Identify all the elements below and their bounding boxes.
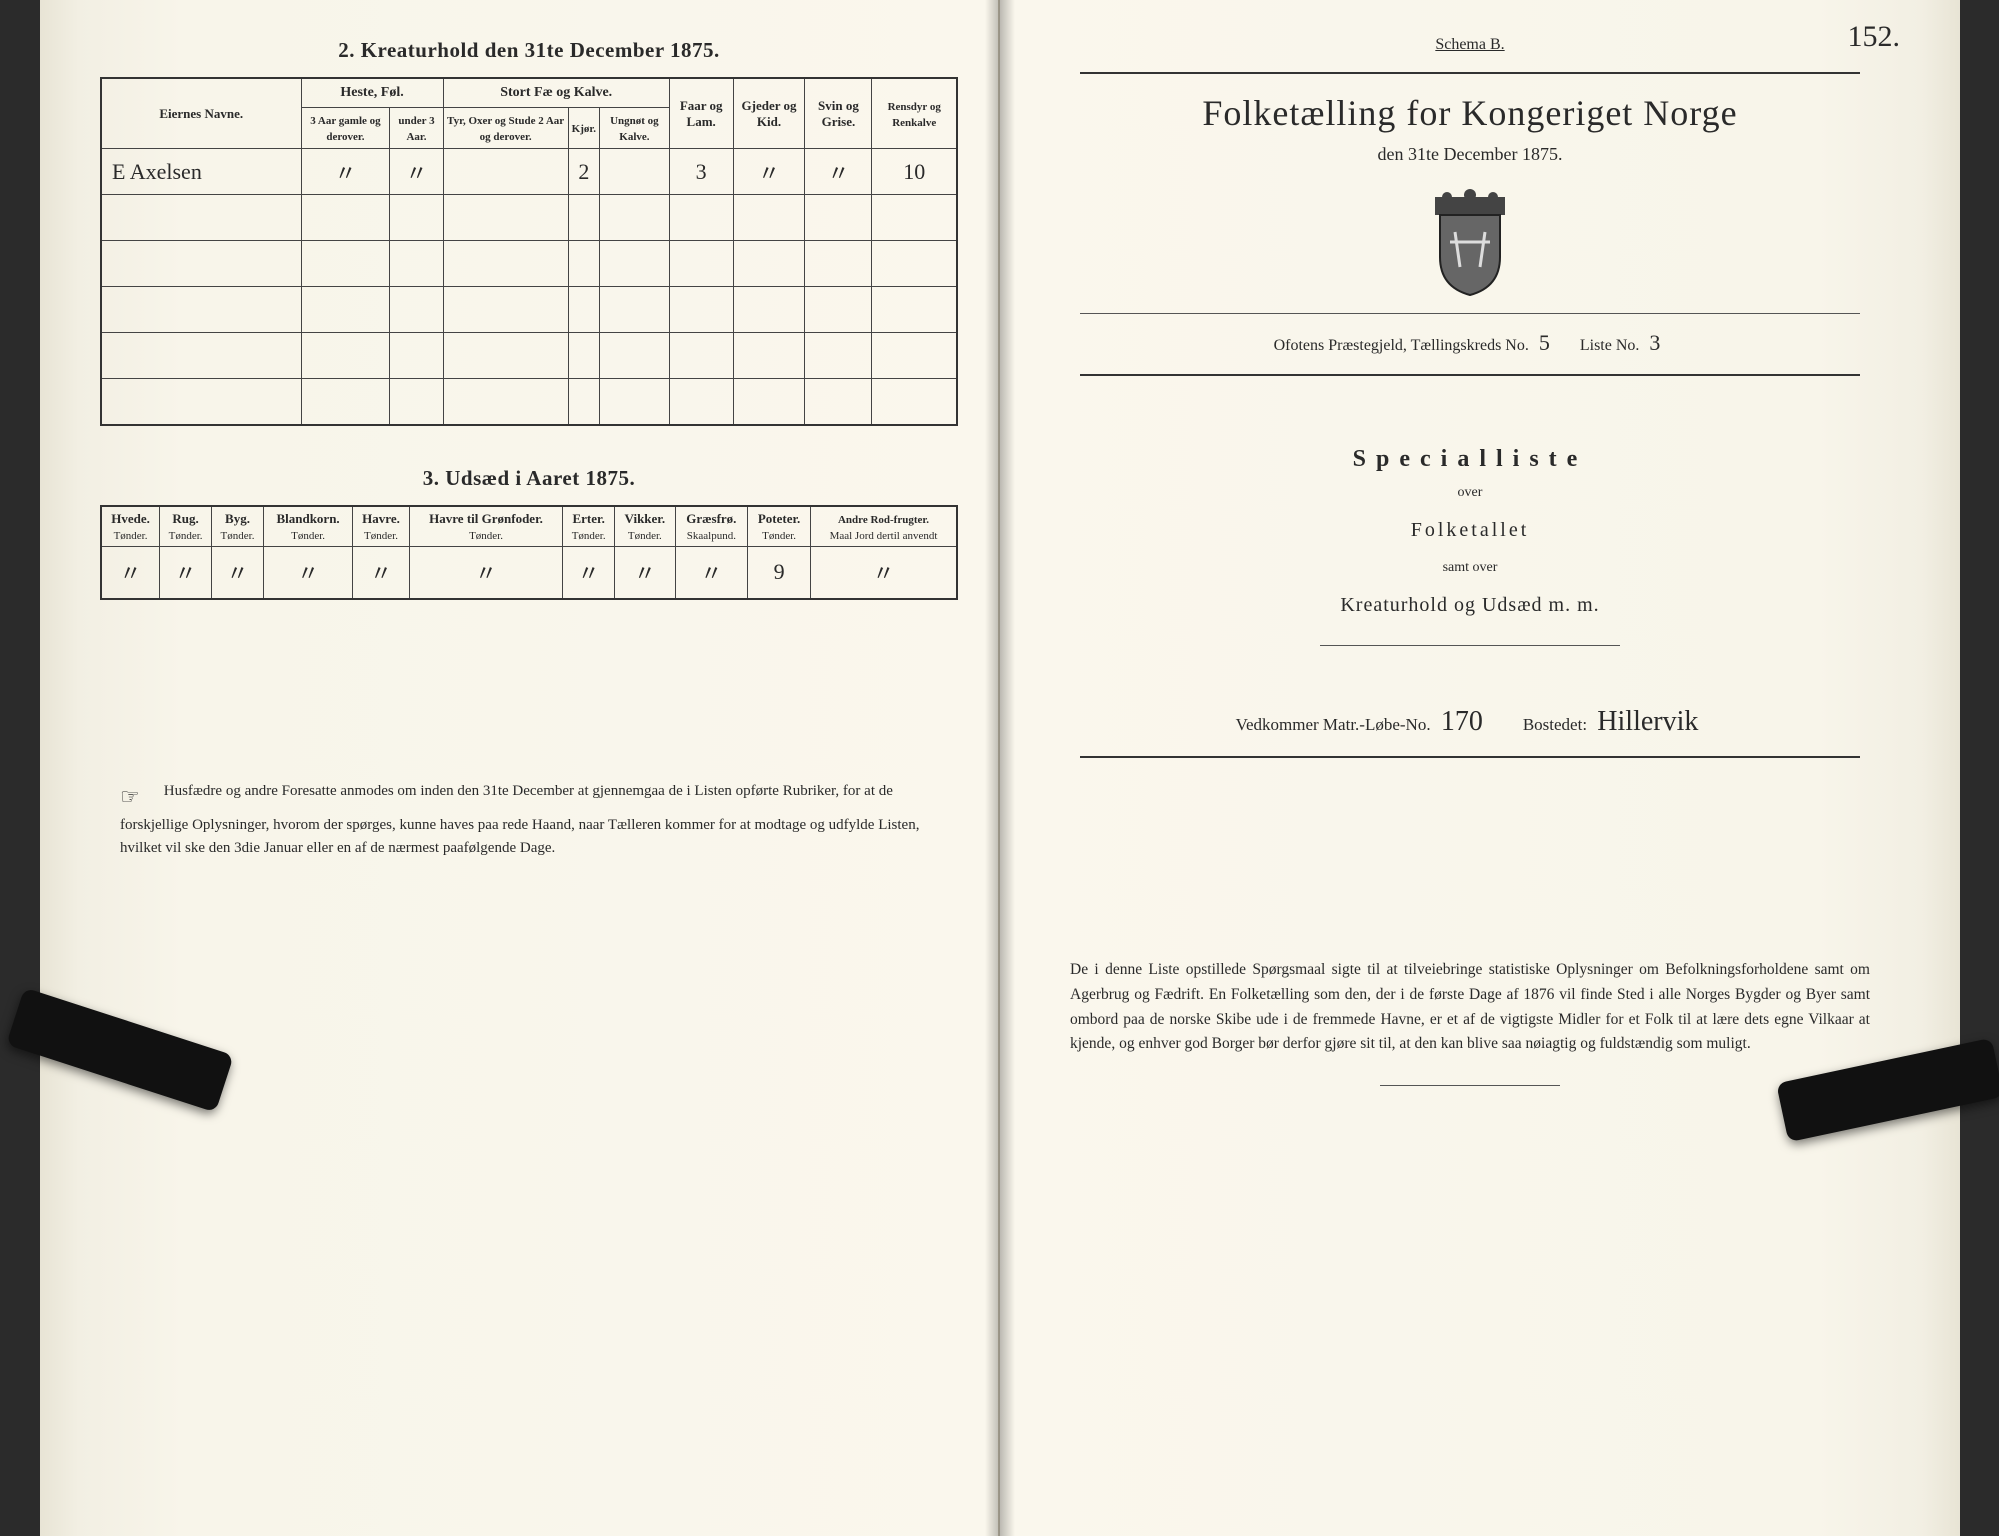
divider bbox=[1080, 313, 1860, 314]
header-row: Hvede.Tønder. Rug.Tønder. Byg.Tønder. Bl… bbox=[101, 506, 957, 547]
sub-cattle-c: Ungnøt og Kalve. bbox=[599, 108, 669, 149]
bosted-value: Hillervik bbox=[1591, 706, 1704, 737]
cell: 2 bbox=[568, 149, 599, 195]
divider bbox=[1320, 645, 1620, 646]
col: Havre.Tønder. bbox=[353, 506, 410, 547]
pointing-hand-icon: ☞ bbox=[120, 780, 160, 814]
table-row bbox=[101, 287, 957, 333]
divider bbox=[1380, 1085, 1560, 1086]
cell: 〃 bbox=[263, 547, 352, 599]
footer-text: Husfædre og andre Foresatte anmodes om i… bbox=[120, 783, 919, 856]
section2-title: 2. Kreaturhold den 31te December 1875. bbox=[100, 38, 958, 63]
cell: 〃 bbox=[353, 547, 410, 599]
cell: 〃 bbox=[409, 547, 562, 599]
bosted-label: Bostedet: bbox=[1523, 715, 1587, 734]
context-prefix: Ofotens Præstegjeld, Tællingskreds No. bbox=[1274, 337, 1529, 354]
book-spread: 2. Kreaturhold den 31te December 1875. E… bbox=[40, 0, 1960, 1536]
divider bbox=[1080, 72, 1860, 74]
vedk-label: Vedkommer Matr.-Løbe-No. bbox=[1236, 715, 1431, 734]
vedk-no: 170 bbox=[1435, 706, 1489, 737]
sub-horses-a: 3 Aar gamle og derover. bbox=[301, 108, 390, 149]
col: Byg.Tønder. bbox=[212, 506, 264, 547]
sub-cattle-b: Kjør. bbox=[568, 108, 599, 149]
folio-number: 152. bbox=[1848, 20, 1901, 54]
specialliste-heading: Specialliste bbox=[1040, 446, 1900, 473]
col: Andre Rod-frugter.Maal Jord dertil anven… bbox=[810, 506, 957, 547]
liste-no: 3 bbox=[1643, 330, 1666, 355]
col: Blandkorn.Tønder. bbox=[263, 506, 352, 547]
col-group-horses: Heste, Føl. bbox=[301, 78, 443, 108]
folketallet-heading: Folketallet bbox=[1040, 519, 1900, 542]
col: Erter.Tønder. bbox=[563, 506, 615, 547]
samt-label: samt over bbox=[1040, 560, 1900, 576]
context-line: Ofotens Præstegjeld, Tællingskreds No. 5… bbox=[1040, 330, 1900, 356]
cell: 〃 bbox=[563, 547, 615, 599]
udsaed-table: Hvede.Tønder. Rug.Tønder. Byg.Tønder. Bl… bbox=[100, 505, 958, 600]
col: Poteter.Tønder. bbox=[748, 506, 811, 547]
cell: 〃 bbox=[390, 149, 443, 195]
cell: 10 bbox=[872, 149, 957, 195]
col: Havre til Grønfoder.Tønder. bbox=[409, 506, 562, 547]
main-title: Folketælling for Kongeriget Norge bbox=[1040, 92, 1900, 134]
table-row bbox=[101, 333, 957, 379]
col: Græsfrø.Skaalpund. bbox=[675, 506, 748, 547]
left-footer-note: ☞ Husfædre og andre Foresatte anmodes om… bbox=[100, 780, 958, 861]
cell: 〃 bbox=[733, 149, 805, 195]
col-owner: Eiernes Navne. bbox=[101, 78, 301, 149]
book-edge-left bbox=[0, 0, 40, 1536]
table-row bbox=[101, 241, 957, 287]
schema-label: Schema B. bbox=[1040, 36, 1900, 54]
kreaturhold-table: Eiernes Navne. Heste, Føl. Stort Fæ og K… bbox=[100, 77, 958, 426]
cell: 〃 bbox=[615, 547, 675, 599]
cell bbox=[599, 149, 669, 195]
page-clip-left bbox=[6, 987, 234, 1112]
kreaturhold-heading: Kreaturhold og Udsæd m. m. bbox=[1040, 594, 1900, 617]
owner-cell: E Axelsen bbox=[101, 149, 301, 195]
cell: 〃 bbox=[101, 547, 160, 599]
cell bbox=[443, 149, 568, 195]
left-page: 2. Kreaturhold den 31te December 1875. E… bbox=[40, 0, 1000, 1536]
table-row: E Axelsen 〃 〃 2 3 〃 〃 10 bbox=[101, 149, 957, 195]
right-footer-text: De i denne Liste opstillede Spørgsmaal s… bbox=[1040, 958, 1900, 1057]
subtitle: den 31te December 1875. bbox=[1040, 144, 1900, 165]
cell: 〃 bbox=[810, 547, 957, 599]
liste-label: Liste No. bbox=[1580, 337, 1640, 354]
kreds-no: 5 bbox=[1533, 330, 1556, 355]
col: Vikker.Tønder. bbox=[615, 506, 675, 547]
over-label: over bbox=[1040, 485, 1900, 501]
col-group-cattle: Stort Fæ og Kalve. bbox=[443, 78, 669, 108]
col-reindeer: Rensdyr og Renkalve bbox=[872, 78, 957, 149]
vedkommer-line: Vedkommer Matr.-Løbe-No. 170 Bostedet: H… bbox=[1040, 706, 1900, 738]
divider bbox=[1080, 374, 1860, 376]
book-edge-right bbox=[1959, 0, 1999, 1536]
col: Hvede.Tønder. bbox=[101, 506, 160, 547]
cell: 〃 bbox=[301, 149, 390, 195]
section3-title: 3. Udsæd i Aaret 1875. bbox=[100, 466, 958, 491]
sub-cattle-a: Tyr, Oxer og Stude 2 Aar og derover. bbox=[443, 108, 568, 149]
cell: 〃 bbox=[805, 149, 872, 195]
divider bbox=[1080, 756, 1860, 758]
sub-horses-b: under 3 Aar. bbox=[390, 108, 443, 149]
cell: 9 bbox=[748, 547, 811, 599]
coat-of-arms-icon bbox=[1425, 187, 1515, 297]
cell: 〃 bbox=[212, 547, 264, 599]
right-page: 152. Schema B. Folketælling for Kongerig… bbox=[1000, 0, 1960, 1536]
col-pigs: Svin og Grise. bbox=[805, 78, 872, 149]
col-goats: Gjeder og Kid. bbox=[733, 78, 805, 149]
cell: 3 bbox=[669, 149, 733, 195]
table-row bbox=[101, 379, 957, 425]
table-row: 〃 〃 〃 〃 〃 〃 〃 〃 〃 9 〃 bbox=[101, 547, 957, 599]
col-sheep: Faar og Lam. bbox=[669, 78, 733, 149]
table-row bbox=[101, 195, 957, 241]
cell: 〃 bbox=[675, 547, 748, 599]
col: Rug.Tønder. bbox=[160, 506, 212, 547]
cell: 〃 bbox=[160, 547, 212, 599]
